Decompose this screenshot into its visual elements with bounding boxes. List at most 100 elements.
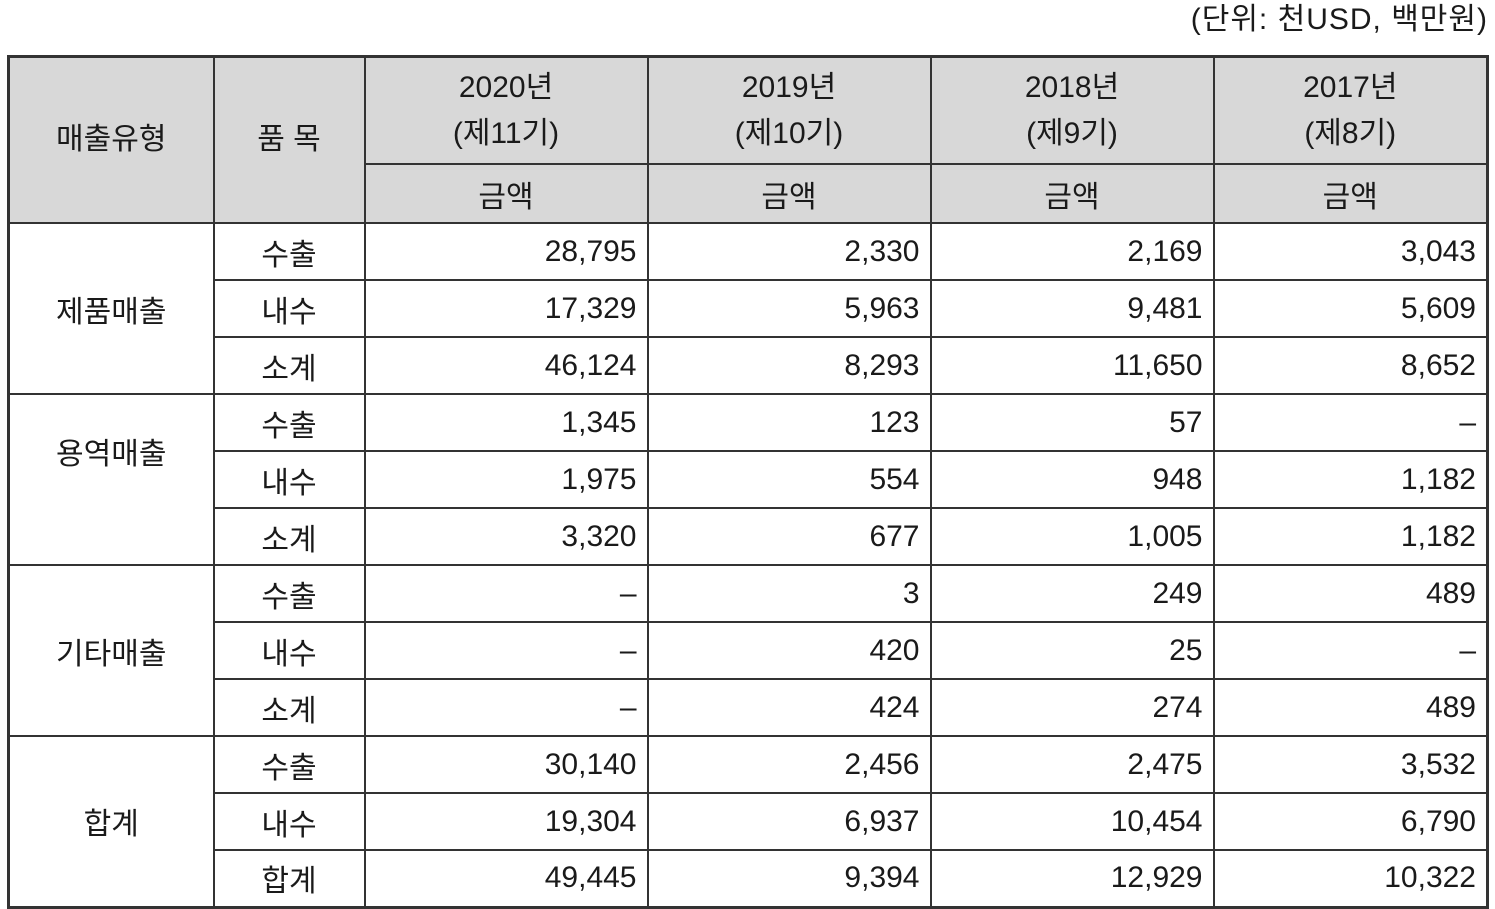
amount-cell: –	[363, 678, 649, 737]
table-row: 합계 수출 30,140 2,456 2,475 3,532	[7, 735, 1489, 908]
amount-cell: 6,790	[1212, 792, 1489, 851]
amount-cell: 10,322	[1212, 849, 1489, 908]
item-cell: 내수	[212, 450, 366, 509]
amount-cell: 1,182	[1212, 450, 1489, 509]
amount-cell: 424	[646, 678, 932, 737]
amount-cell: 25	[929, 621, 1215, 680]
table-row: 소계 46,124 8,293 11,650 8,652	[9, 336, 1489, 395]
amount-cell: 948	[929, 450, 1215, 509]
amount-cell: 3,320	[363, 507, 649, 566]
table-row: 소계 3,320 677 1,005 1,182	[9, 507, 1489, 566]
amount-cell: 10,454	[929, 792, 1215, 851]
table-row: 내수 –420 25–	[9, 621, 1489, 680]
item-cell: 소계	[212, 507, 366, 566]
amount-cell: 3	[646, 564, 932, 623]
year-header-2017: 2017년 (제8기)	[1212, 55, 1489, 165]
amount-header-row: 금액 금액 금액 금액	[9, 163, 1489, 224]
item-cell: 소계	[212, 336, 366, 395]
year-header-2019: 2019년 (제10기)	[646, 55, 932, 165]
sales-type-cell: 제품매출	[7, 222, 215, 395]
amount-cell: –	[1212, 621, 1489, 680]
amount-cell: 11,650	[929, 336, 1215, 395]
amount-cell: 677	[646, 507, 932, 566]
table-row: 기타매출 수출 –3 249 489	[7, 564, 1489, 737]
table-row: 합계 49,445 9,394 12,929 10,322	[9, 849, 1489, 908]
amount-cell: 5,609	[1212, 279, 1489, 338]
item-cell: 합계	[212, 849, 366, 908]
amount-cell: 9,394	[646, 849, 932, 908]
sales-type-cell: 용역매출	[7, 393, 215, 566]
amount-cell: 57	[929, 393, 1215, 452]
amount-cell: 1,975	[363, 450, 649, 509]
amount-cell: 30,140	[363, 735, 649, 794]
amount-cell: 249	[929, 564, 1215, 623]
item-cell: 소계	[212, 678, 366, 737]
term-label: (제9기)	[1026, 116, 1118, 150]
amount-cell: 12,929	[929, 849, 1215, 908]
sales-table-body: 제품매출 수출 28,795 2,330 2,169 3,043 내수 17,329 5,963…	[7, 222, 1489, 908]
table-row: 제품매출 수출 28,795 2,330 2,169 3,043	[7, 222, 1489, 395]
amount-cell: –	[363, 564, 649, 623]
sales-type-cell: 합계	[7, 735, 215, 908]
amount-cell: 2,330	[646, 222, 932, 281]
amount-cell: 17,329	[363, 279, 649, 338]
item-cell: 수출	[212, 735, 366, 794]
amount-cell: 49,445	[363, 849, 649, 908]
amount-header-2020: 금액	[363, 163, 649, 224]
table-header: 매출유형 품 목 2020년 (제11기) 2019년 (제10기) 2018년…	[7, 55, 1489, 224]
amount-header-2018: 금액	[929, 163, 1215, 224]
table-row: 내수 1,975 554 948 1,182	[9, 450, 1489, 509]
amount-cell: 2,456	[646, 735, 932, 794]
amount-cell: 2,475	[929, 735, 1215, 794]
sales-by-year-table: 매출유형 품 목 2020년 (제11기) 2019년 (제10기) 2018년…	[7, 55, 1489, 909]
sales-type-cell: 기타매출	[7, 564, 215, 737]
year-label: 2020년	[458, 70, 554, 104]
year-label: 2018년	[1024, 70, 1120, 104]
amount-cell: 8,652	[1212, 336, 1489, 395]
table-row: 용역매출 수출 1,345 123 57–	[7, 393, 1489, 566]
table-row: 내수 19,304 6,937 10,454 6,790	[9, 792, 1489, 851]
sales-type-header: 매출유형	[7, 55, 215, 224]
item-header: 품 목	[212, 55, 366, 224]
amount-cell: 5,963	[646, 279, 932, 338]
item-cell: 수출	[212, 222, 366, 281]
amount-cell: 489	[1212, 678, 1489, 737]
item-cell: 수출	[212, 393, 366, 452]
year-label: 2017년	[1303, 70, 1398, 104]
year-header-2018: 2018년 (제9기)	[929, 55, 1215, 165]
amount-cell: 1,182	[1212, 507, 1489, 566]
term-label: (제10기)	[734, 116, 844, 150]
amount-cell: 1,345	[363, 393, 649, 452]
amount-cell: 6,937	[646, 792, 932, 851]
amount-header-2017: 금액	[1212, 163, 1489, 224]
year-header-2020: 2020년 (제11기)	[363, 55, 649, 165]
item-cell: 내수	[212, 279, 366, 338]
amount-cell: 274	[929, 678, 1215, 737]
amount-cell: 489	[1212, 564, 1489, 623]
amount-cell: 3,532	[1212, 735, 1489, 794]
amount-cell: 420	[646, 621, 932, 680]
year-header-row: 매출유형 품 목 2020년 (제11기) 2019년 (제10기) 2018년…	[7, 55, 1489, 224]
item-cell: 내수	[212, 621, 366, 680]
amount-cell: 46,124	[363, 336, 649, 395]
amount-cell: 554	[646, 450, 932, 509]
item-cell: 수출	[212, 564, 366, 623]
amount-cell: 8,293	[646, 336, 932, 395]
amount-cell: –	[363, 621, 649, 680]
amount-cell: 2,169	[929, 222, 1215, 281]
table-row: 내수 17,329 5,963 9,481 5,609	[9, 279, 1489, 338]
amount-cell: 1,005	[929, 507, 1215, 566]
term-label: (제11기)	[452, 116, 560, 150]
term-label: (제8기)	[1304, 116, 1397, 150]
amount-cell: 3,043	[1212, 222, 1489, 281]
table-row: 소계 –424 274 489	[9, 678, 1489, 737]
amount-cell: –	[1212, 393, 1489, 452]
amount-cell: 9,481	[929, 279, 1215, 338]
amount-cell: 28,795	[363, 222, 649, 281]
year-label: 2019년	[741, 70, 837, 104]
amount-cell: 19,304	[363, 792, 649, 851]
amount-header-2019: 금액	[646, 163, 932, 224]
unit-note: (단위: 천USD, 백만원)	[1190, 3, 1488, 36]
item-cell: 내수	[212, 792, 366, 851]
amount-cell: 123	[646, 393, 932, 452]
